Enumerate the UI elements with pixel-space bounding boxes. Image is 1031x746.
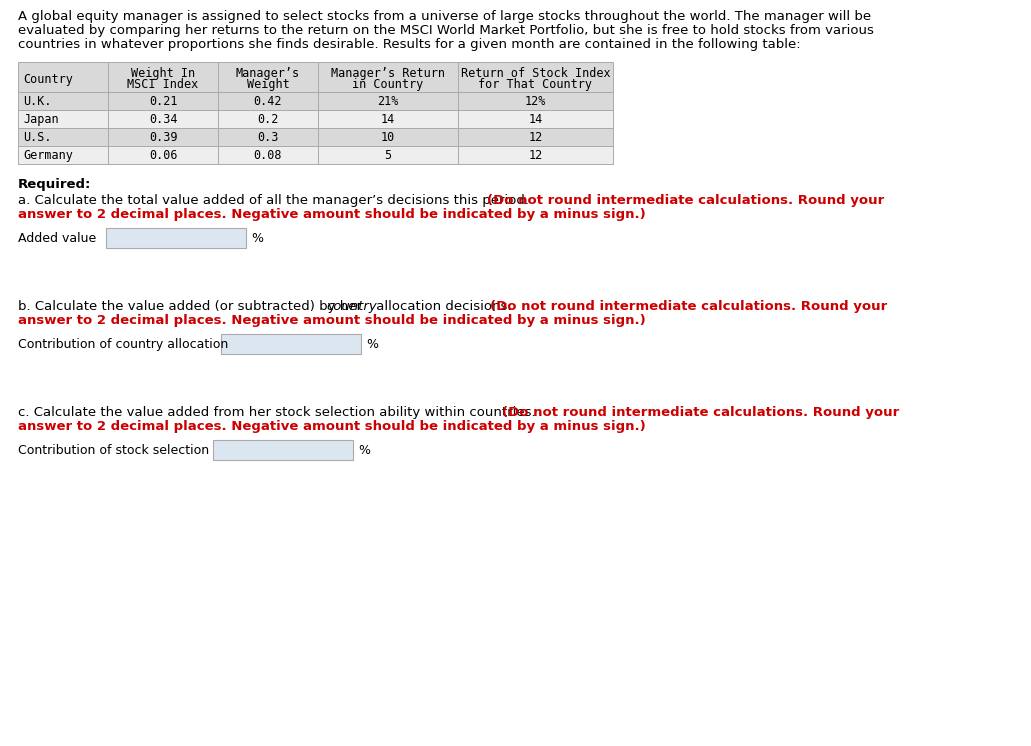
- Bar: [458, 92, 613, 110]
- Text: 0.21: 0.21: [148, 95, 177, 108]
- Text: (Do not round intermediate calculations. Round your: (Do not round intermediate calculations.…: [490, 300, 888, 313]
- Text: Japan: Japan: [23, 113, 59, 126]
- Text: answer to 2 decimal places. Negative amount should be indicated by a minus sign.: answer to 2 decimal places. Negative amo…: [18, 314, 645, 327]
- Bar: [18, 146, 108, 164]
- Text: 0.34: 0.34: [148, 113, 177, 126]
- Text: Germany: Germany: [23, 149, 73, 162]
- Text: 0.42: 0.42: [254, 95, 282, 108]
- Bar: [218, 146, 318, 164]
- Text: Weight In: Weight In: [131, 67, 195, 80]
- Text: 12%: 12%: [525, 95, 546, 108]
- Text: %: %: [358, 444, 370, 457]
- Text: a. Calculate the total value added of all the manager’s decisions this period.: a. Calculate the total value added of al…: [18, 194, 533, 207]
- Text: 14: 14: [528, 113, 542, 126]
- Bar: [218, 110, 318, 128]
- Text: country: country: [326, 300, 376, 313]
- Bar: [108, 62, 218, 92]
- Text: %: %: [251, 232, 263, 245]
- Bar: [318, 62, 458, 92]
- Bar: [458, 110, 613, 128]
- Text: allocation decisions.: allocation decisions.: [372, 300, 516, 313]
- Bar: [218, 92, 318, 110]
- Bar: [458, 146, 613, 164]
- Text: 12: 12: [528, 131, 542, 144]
- Text: (Do not round intermediate calculations. Round your: (Do not round intermediate calculations.…: [487, 194, 885, 207]
- Text: Weight: Weight: [246, 78, 290, 91]
- Bar: [218, 62, 318, 92]
- Text: 5: 5: [385, 149, 392, 162]
- Bar: [458, 128, 613, 146]
- Text: for That Country: for That Country: [478, 78, 593, 91]
- Text: U.K.: U.K.: [23, 95, 52, 108]
- Text: c. Calculate the value added from her stock selection ability within countries.: c. Calculate the value added from her st…: [18, 406, 540, 419]
- Text: (Do not round intermediate calculations. Round your: (Do not round intermediate calculations.…: [502, 406, 899, 419]
- Bar: [458, 62, 613, 92]
- Text: Return of Stock Index: Return of Stock Index: [461, 67, 610, 80]
- Bar: [318, 92, 458, 110]
- Bar: [108, 110, 218, 128]
- Text: 0.06: 0.06: [148, 149, 177, 162]
- Text: Contribution of stock selection: Contribution of stock selection: [18, 444, 209, 457]
- Bar: [106, 228, 246, 248]
- Bar: [221, 334, 361, 354]
- Bar: [18, 62, 108, 92]
- Bar: [108, 146, 218, 164]
- Bar: [213, 440, 353, 460]
- Text: 0.39: 0.39: [148, 131, 177, 144]
- Bar: [18, 128, 108, 146]
- Text: Added value: Added value: [18, 232, 96, 245]
- Text: 0.2: 0.2: [258, 113, 278, 126]
- Bar: [108, 128, 218, 146]
- Text: Required:: Required:: [18, 178, 92, 191]
- Text: Country: Country: [23, 73, 73, 86]
- Bar: [18, 92, 108, 110]
- Text: 0.3: 0.3: [258, 131, 278, 144]
- Text: in Country: in Country: [353, 78, 424, 91]
- Text: %: %: [366, 338, 378, 351]
- Bar: [318, 146, 458, 164]
- Text: 21%: 21%: [377, 95, 399, 108]
- Text: 10: 10: [380, 131, 395, 144]
- Text: MSCI Index: MSCI Index: [128, 78, 199, 91]
- Text: 12: 12: [528, 149, 542, 162]
- Text: answer to 2 decimal places. Negative amount should be indicated by a minus sign.: answer to 2 decimal places. Negative amo…: [18, 420, 645, 433]
- Bar: [108, 92, 218, 110]
- Bar: [318, 128, 458, 146]
- Bar: [318, 110, 458, 128]
- Text: A global equity manager is assigned to select stocks from a universe of large st: A global equity manager is assigned to s…: [18, 10, 871, 23]
- Text: 0.08: 0.08: [254, 149, 282, 162]
- Text: U.S.: U.S.: [23, 131, 52, 144]
- Text: countries in whatever proportions she finds desirable. Results for a given month: countries in whatever proportions she fi…: [18, 38, 801, 51]
- Bar: [218, 128, 318, 146]
- Text: b. Calculate the value added (or subtracted) by her: b. Calculate the value added (or subtrac…: [18, 300, 366, 313]
- Text: answer to 2 decimal places. Negative amount should be indicated by a minus sign.: answer to 2 decimal places. Negative amo…: [18, 208, 645, 221]
- Bar: [18, 110, 108, 128]
- Text: Contribution of country allocation: Contribution of country allocation: [18, 338, 228, 351]
- Text: Manager’s: Manager’s: [236, 67, 300, 80]
- Text: 14: 14: [380, 113, 395, 126]
- Text: evaluated by comparing her returns to the return on the MSCI World Market Portfo: evaluated by comparing her returns to th…: [18, 24, 874, 37]
- Text: Manager’s Return: Manager’s Return: [331, 67, 445, 80]
